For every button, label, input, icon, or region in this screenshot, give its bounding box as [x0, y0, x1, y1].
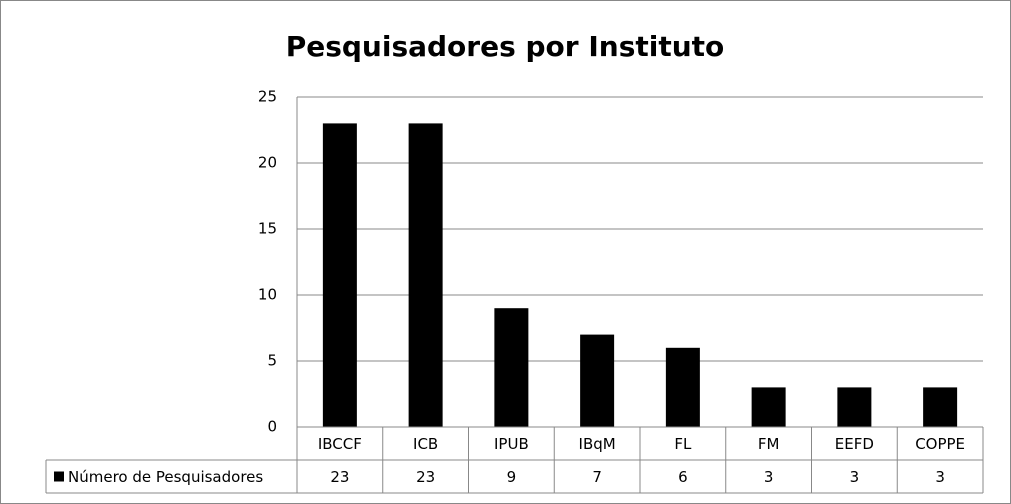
x-tick-label: FL — [674, 435, 692, 453]
data-table-value: 7 — [592, 468, 602, 486]
x-tick-label: IBqM — [579, 435, 616, 453]
data-table-value: 23 — [330, 468, 349, 486]
legend-key — [54, 471, 64, 482]
chart-title: Pesquisadores por Instituto — [286, 30, 725, 63]
y-tick-label: 10 — [258, 286, 277, 304]
bar — [923, 387, 958, 427]
x-tick-label: COPPE — [915, 435, 965, 453]
y-tick-label: 25 — [258, 88, 277, 106]
y-tick-label: 5 — [267, 352, 277, 370]
bar — [322, 123, 357, 428]
y-tick-label: 15 — [258, 220, 277, 238]
data-table-value: 3 — [850, 468, 860, 486]
bar — [580, 334, 615, 427]
y-tick-label: 20 — [258, 154, 277, 172]
bar — [408, 123, 443, 428]
data-table-value: 3 — [764, 468, 774, 486]
bar — [494, 308, 529, 427]
bar — [837, 387, 872, 427]
bar — [751, 387, 786, 427]
data-table-value: 3 — [935, 468, 945, 486]
y-tick-label: 0 — [267, 418, 277, 436]
x-tick-label: FM — [758, 435, 780, 453]
x-tick-label: ICB — [413, 435, 438, 453]
legend-label: Número de Pesquisadores — [68, 468, 263, 486]
data-table-value: 6 — [678, 468, 688, 486]
data-table-value: 23 — [416, 468, 435, 486]
data-table-value: 9 — [507, 468, 517, 486]
x-tick-label: EEFD — [835, 435, 874, 453]
bar — [665, 347, 700, 427]
x-tick-label: IPUB — [494, 435, 529, 453]
x-tick-label: IBCCF — [318, 435, 362, 453]
